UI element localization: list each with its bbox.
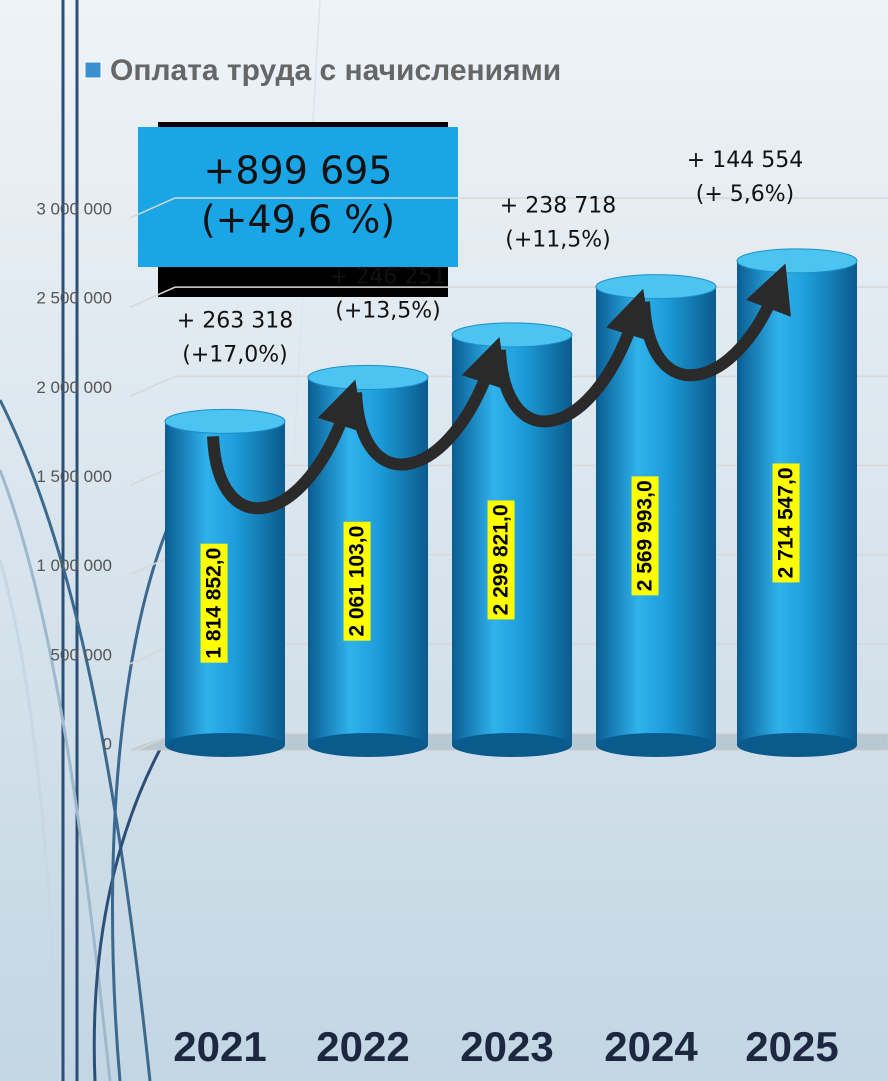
- plot: 0 500 000 1 000 000 1 500 000 2 000 000 2 500…: [36, 148, 888, 1070]
- change-label: + 263 318: [177, 308, 293, 333]
- change-label: (+17,0%): [182, 342, 288, 367]
- arrow: [638, 263, 791, 382]
- bar-bottom: [165, 733, 285, 757]
- change-label: (+ 5,6%): [696, 182, 794, 207]
- value-label-text: 2 569 993,0: [634, 480, 657, 591]
- bar-top: [595, 274, 717, 300]
- value-label-bg: [772, 463, 800, 583]
- value-label-text: 2 299 821,0: [490, 504, 513, 615]
- y-tick-label: 2 500 000: [36, 289, 112, 308]
- x-tick-label: 2024: [604, 1023, 698, 1070]
- bullet: [84, 61, 102, 79]
- arrow: [350, 337, 508, 471]
- x-tick-label: 2022: [316, 1023, 409, 1070]
- chart-title: Оплата труда с начислениями: [110, 54, 561, 87]
- value-label: 1 814 852,0: [200, 543, 228, 663]
- value-label: 2 569 993,0: [631, 476, 659, 596]
- x-tick-label: 2021: [173, 1023, 266, 1070]
- summary-value: +899 695: [204, 149, 393, 193]
- arrow: [494, 288, 652, 428]
- grid-line: [129, 197, 888, 219]
- y-tick-label: 0: [103, 734, 112, 753]
- arrow: [207, 379, 364, 515]
- value-label: 2 714 547,0: [772, 463, 800, 583]
- y-tick-label: 1 000 000: [36, 556, 112, 575]
- y-tick-label: 500 000: [51, 645, 112, 664]
- value-label-text: 2 714 547,0: [775, 467, 798, 578]
- bar-bottom: [596, 733, 716, 757]
- change-label: + 238 718: [500, 194, 616, 219]
- value-label: 2 299 821,0: [487, 500, 515, 620]
- decor: [0, 0, 321, 1081]
- value-label-bg: [487, 500, 515, 620]
- bar-top: [307, 364, 429, 390]
- bar-bottom: [452, 733, 572, 757]
- x-tick-label: 2025: [745, 1023, 838, 1070]
- bar-top: [736, 248, 858, 274]
- change-label: (+13,5%): [335, 298, 441, 323]
- y-tick-label: 1 500 000: [36, 467, 112, 486]
- value-label-text: 1 814 852,0: [203, 548, 226, 659]
- bar-top: [451, 322, 573, 348]
- bar-top: [164, 408, 286, 434]
- bar-bottom: [737, 733, 857, 757]
- value-label-bg: [631, 476, 659, 596]
- change-label: + 246 251: [330, 264, 446, 289]
- value-label-bg: [343, 521, 371, 641]
- value-label-bg: [200, 543, 228, 663]
- value-label: 2 061 103,0: [343, 521, 371, 641]
- bar-bottom: [308, 733, 428, 757]
- summary-percent: (+49,6 %): [201, 198, 395, 242]
- y-tick-label: 2 000 000: [36, 378, 112, 397]
- change-label: (+11,5%): [505, 228, 611, 253]
- change-label: + 144 554: [687, 148, 803, 173]
- y-tick-label: 3 000 000: [36, 199, 112, 218]
- value-label-text: 2 061 103,0: [346, 526, 369, 637]
- x-tick-label: 2023: [460, 1023, 553, 1070]
- summary-box: [138, 127, 458, 267]
